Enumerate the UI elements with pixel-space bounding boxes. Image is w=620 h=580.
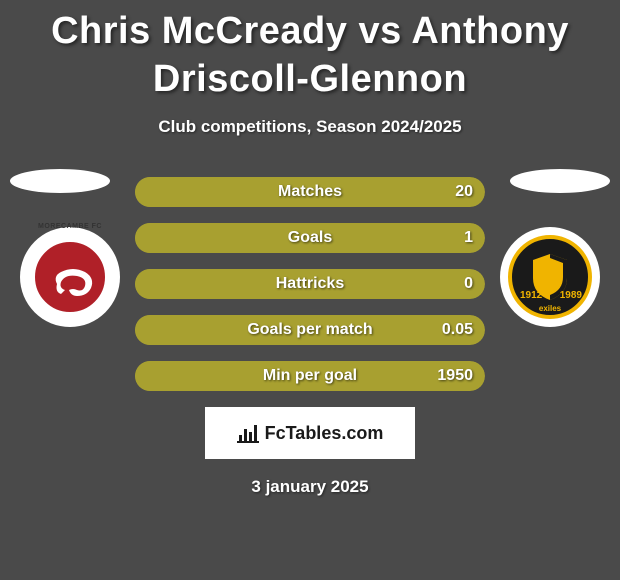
stat-label: Min per goal	[135, 361, 485, 391]
left-ellipse	[10, 169, 110, 193]
stat-label: Hattricks	[135, 269, 485, 299]
bar-chart-icon	[237, 423, 259, 443]
stat-bar: Matches20	[135, 177, 485, 207]
brand-box: FcTables.com	[205, 407, 415, 459]
stat-value-right: 1	[464, 223, 473, 253]
stat-value-right: 1950	[437, 361, 473, 391]
stat-label: Matches	[135, 177, 485, 207]
comparison-panel: MORECAMBE FC 1912 1989 exiles Matches20 G…	[0, 177, 620, 391]
stat-label: Goals per match	[135, 315, 485, 345]
stat-bar: Goals per match0.05	[135, 315, 485, 345]
stat-bar: Min per goal1950	[135, 361, 485, 391]
stat-bar: Goals1	[135, 223, 485, 253]
stat-value-right: 0.05	[442, 315, 473, 345]
right-team-year-right: 1989	[560, 290, 582, 301]
left-team-arc-text: MORECAMBE FC	[20, 223, 120, 230]
stat-value-right: 20	[455, 177, 473, 207]
page-title: Chris McCready vs Anthony Driscoll-Glenn…	[0, 0, 620, 103]
stats-bars: Matches20 Goals1 Hattricks0 Goals per match…	[135, 177, 485, 391]
stat-bar: Hattricks0	[135, 269, 485, 299]
left-team-badge: MORECAMBE FC	[20, 227, 120, 327]
right-team-bottom-text: exiles	[512, 304, 588, 313]
brand-text: FcTables.com	[265, 423, 384, 444]
date-text: 3 january 2025	[0, 477, 620, 497]
subtitle: Club competitions, Season 2024/2025	[0, 117, 620, 137]
right-ellipse	[510, 169, 610, 193]
stat-label: Goals	[135, 223, 485, 253]
shrimp-icon	[51, 266, 95, 300]
right-team-badge: 1912 1989 exiles	[500, 227, 600, 327]
right-team-year-left: 1912	[520, 290, 542, 301]
stat-value-right: 0	[464, 269, 473, 299]
